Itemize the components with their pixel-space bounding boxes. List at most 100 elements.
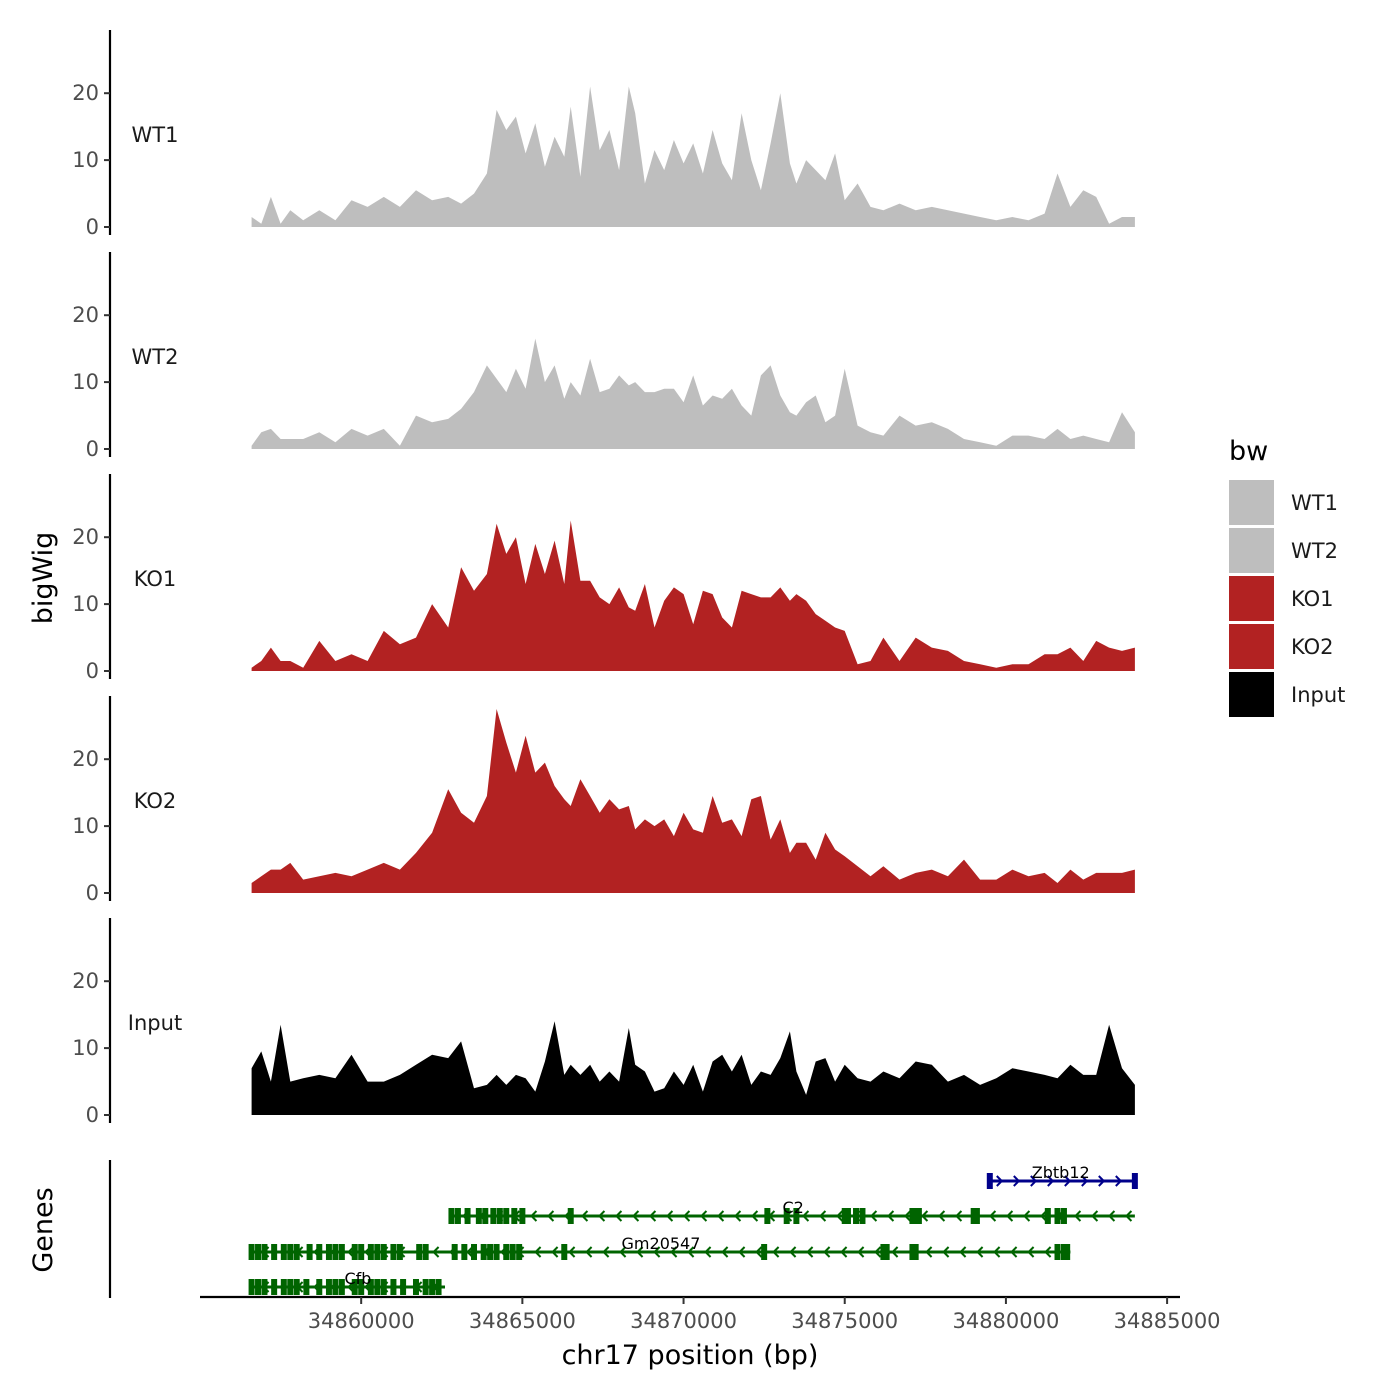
exon-Cfb-9 xyxy=(325,1279,332,1295)
exon-Gm20547-36 xyxy=(1054,1244,1061,1260)
strand-arrow-C2 xyxy=(1006,1210,1014,1222)
exon-C2-20 xyxy=(915,1208,922,1224)
exon-Cfb-21 xyxy=(429,1279,436,1295)
exon-C2-14 xyxy=(841,1208,848,1224)
strand-arrow-C2 xyxy=(1023,1210,1031,1222)
y-tick-label-KO2-10: 10 xyxy=(72,814,99,838)
strand-arrow-Gm20547 xyxy=(959,1246,967,1258)
strand-arrow-Gm20547 xyxy=(568,1246,576,1258)
exon-C2-5 xyxy=(490,1208,497,1224)
y-tick-label-KO2-0: 0 xyxy=(86,881,99,905)
exon-C2-15 xyxy=(844,1208,851,1224)
exon-Gm20547-23 xyxy=(471,1244,478,1260)
y-axis-title: bigWig xyxy=(28,532,59,625)
exon-C2-8 xyxy=(511,1208,518,1224)
strand-arrow-C2 xyxy=(717,1210,725,1222)
exon-Gm20547-28 xyxy=(509,1244,516,1260)
strand-arrow-Gm20547 xyxy=(993,1246,1001,1258)
strand-arrow-Zbtb12 xyxy=(1047,1175,1055,1187)
area-WT2 xyxy=(251,338,1135,449)
exon-Gm20547-12 xyxy=(351,1244,358,1260)
exon-Gm20547-9 xyxy=(325,1244,332,1260)
exon-Gm20547-32 xyxy=(880,1244,887,1260)
exon-Gm20547-26 xyxy=(493,1244,500,1260)
strand-arrow-C2 xyxy=(649,1210,657,1222)
strand-arrow-C2 xyxy=(1125,1210,1133,1222)
strand-arrow-Zbtb12 xyxy=(1030,1175,1038,1187)
strand-arrow-Gm20547 xyxy=(874,1246,882,1258)
exon-Zbtb12-1 xyxy=(1131,1173,1138,1189)
exon-Gm20547-3 xyxy=(271,1244,278,1260)
legend-label-Input: Input xyxy=(1291,683,1345,707)
y-tick-label-WT2-10: 10 xyxy=(72,370,99,394)
exon-Gm20547-8 xyxy=(316,1244,323,1260)
track-label-KO2: KO2 xyxy=(134,789,177,813)
exon-Gm20547-7 xyxy=(306,1244,313,1260)
strand-arrow-Gm20547 xyxy=(738,1246,746,1258)
strand-arrow-Gm20547 xyxy=(551,1246,559,1258)
gene-Zbtb12: Zbtb12 xyxy=(986,1163,1138,1189)
exon-C2-3 xyxy=(475,1208,482,1224)
y-tick-label-WT2-0: 0 xyxy=(86,437,99,461)
exon-Cfb-16 xyxy=(380,1279,387,1295)
strand-arrow-Gm20547 xyxy=(976,1246,984,1258)
exon-C2-2 xyxy=(464,1208,471,1224)
exon-Gm20547-22 xyxy=(461,1244,468,1260)
area-Input xyxy=(251,1021,1135,1115)
strand-arrow-Gm20547 xyxy=(1010,1246,1018,1258)
exon-C2-23 xyxy=(1044,1208,1051,1224)
legend-label-WT1: WT1 xyxy=(1291,491,1338,515)
strand-arrow-Gm20547 xyxy=(755,1246,763,1258)
strand-arrow-Gm20547 xyxy=(1044,1246,1052,1258)
exon-Cfb-14 xyxy=(367,1279,374,1295)
exon-C2-6 xyxy=(496,1208,503,1224)
strand-arrow-C2 xyxy=(870,1210,878,1222)
track-KO2: 0 10 20 KO2 xyxy=(72,696,1135,905)
exon-Zbtb12-0 xyxy=(986,1173,993,1189)
exon-Cfb-3 xyxy=(271,1279,278,1295)
strand-arrow-C2 xyxy=(989,1210,997,1222)
gene-Cfb: Cfb xyxy=(248,1269,445,1295)
strand-arrow-C2 xyxy=(581,1210,589,1222)
exon-C2-19 xyxy=(912,1208,919,1224)
strand-arrow-Gm20547 xyxy=(704,1246,712,1258)
exon-Cfb-2 xyxy=(261,1279,268,1295)
strand-arrow-C2 xyxy=(1108,1210,1116,1222)
strand-arrow-Gm20547 xyxy=(721,1246,729,1258)
strand-arrow-Zbtb12 xyxy=(1098,1175,1106,1187)
gene-label-Cfb: Cfb xyxy=(344,1269,371,1288)
exon-Gm20547-11 xyxy=(338,1244,345,1260)
strand-arrow-C2 xyxy=(1091,1210,1099,1222)
exon-Cfb-11 xyxy=(338,1279,345,1295)
strand-arrow-Gm20547 xyxy=(585,1246,593,1258)
x-axis: 34860000 34865000 34870000 34875000 34880000… xyxy=(200,1295,1221,1333)
legend-label-WT2: WT2 xyxy=(1291,539,1338,563)
exon-Gm20547-21 xyxy=(451,1244,458,1260)
y-tick-label-WT1-10: 10 xyxy=(72,148,99,172)
legend-key-WT2 xyxy=(1229,528,1274,573)
exon-Gm20547-5 xyxy=(287,1244,294,1260)
exon-Gm20547-2 xyxy=(261,1244,268,1260)
legend-key-KO1 xyxy=(1229,576,1274,621)
exon-C2-0 xyxy=(448,1208,455,1224)
exon-C2-22 xyxy=(973,1208,980,1224)
exon-Gm20547-24 xyxy=(480,1244,487,1260)
strand-arrow-C2 xyxy=(921,1210,929,1222)
x-tick-label-34870000: 34870000 xyxy=(630,1309,737,1333)
exon-Cfb-20 xyxy=(422,1279,429,1295)
track-KO1: 0 10 20 KO1 xyxy=(72,474,1135,683)
exon-Cfb-1 xyxy=(255,1279,262,1295)
strand-arrow-C2 xyxy=(734,1210,742,1222)
exon-Cfb-19 xyxy=(412,1279,419,1295)
strand-arrow-Gm20547 xyxy=(687,1246,695,1258)
strand-arrow-Gm20547 xyxy=(789,1246,797,1258)
exon-Cfb-4 xyxy=(280,1279,287,1295)
track-label-WT2: WT2 xyxy=(132,345,179,369)
exon-Gm20547-10 xyxy=(332,1244,339,1260)
exon-Gm20547-0 xyxy=(248,1244,255,1260)
y-tick-label-KO1-20: 20 xyxy=(72,525,99,549)
exon-Cfb-22 xyxy=(435,1279,442,1295)
exon-Gm20547-30 xyxy=(561,1244,568,1260)
gene-Gm20547: Gm20547 xyxy=(248,1234,1071,1260)
